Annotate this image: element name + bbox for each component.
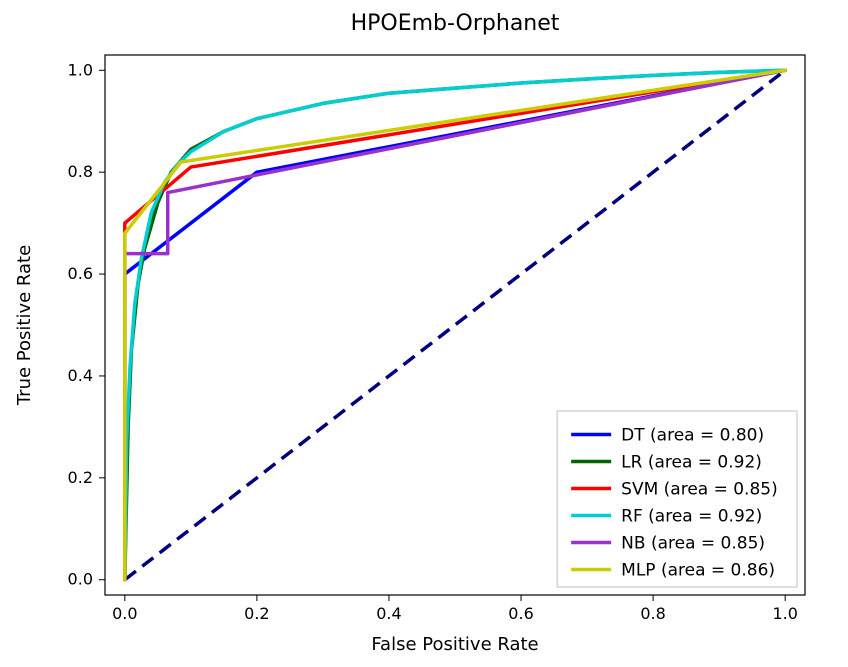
x-tick-label: 0.4 <box>376 604 401 623</box>
y-tick-label: 0.8 <box>68 162 93 181</box>
legend-label-svm: SVM (area = 0.85) <box>621 479 778 499</box>
y-tick-label: 0.6 <box>68 264 93 283</box>
x-tick-label: 0.0 <box>112 604 137 623</box>
roc-chart-svg: 0.0 0.2 0.4 0.6 0.8 1.0 0.0 0.2 0.4 0.6 0.8 1.0 HPOE… <box>0 0 848 663</box>
x-tick-label: 1.0 <box>772 604 797 623</box>
legend-label-mlp: MLP (area = 0.86) <box>621 560 775 580</box>
y-tick-label: 1.0 <box>68 60 93 79</box>
legend-label-lr: LR (area = 0.92) <box>621 452 762 472</box>
legend-label-dt: DT (area = 0.80) <box>621 425 764 445</box>
x-tick-label: 0.8 <box>640 604 665 623</box>
x-tick-label: 0.6 <box>508 604 533 623</box>
y-axis-label: True Positive Rate <box>14 245 35 406</box>
x-axis-label: False Positive Rate <box>371 634 538 655</box>
y-tick-label: 0.4 <box>68 366 93 385</box>
y-tick-label: 0.0 <box>68 570 93 589</box>
y-tick-label: 0.2 <box>68 468 93 487</box>
roc-chart-container: 0.0 0.2 0.4 0.6 0.8 1.0 0.0 0.2 0.4 0.6 0.8 1.0 HPOE… <box>0 0 848 663</box>
chart-title: HPOEmb-Orphanet <box>351 11 560 36</box>
x-tick-label: 0.2 <box>244 604 269 623</box>
legend-label-rf: RF (area = 0.92) <box>621 506 762 526</box>
legend-label-nb: NB (area = 0.85) <box>621 533 765 553</box>
